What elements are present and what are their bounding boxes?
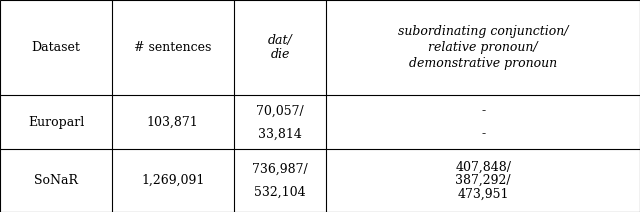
Text: 103,871: 103,871 [147,116,198,129]
Text: 387,292/: 387,292/ [456,174,511,187]
Text: 407,848/: 407,848/ [455,160,511,173]
Text: dat/: dat/ [268,34,292,47]
Text: 736,987/: 736,987/ [252,163,308,176]
Text: -: - [481,104,485,117]
Text: subordinating conjunction/: subordinating conjunction/ [398,25,568,38]
Text: 473,951: 473,951 [458,188,509,201]
Text: die: die [270,48,290,61]
Text: relative pronoun/: relative pronoun/ [428,41,538,54]
Text: # sentences: # sentences [134,41,211,54]
Text: 1,269,091: 1,269,091 [141,174,205,187]
Text: -: - [481,128,485,141]
Text: 532,104: 532,104 [254,186,306,199]
Text: SoNaR: SoNaR [34,174,78,187]
Text: Europarl: Europarl [28,116,84,129]
Text: 70,057/: 70,057/ [256,104,304,117]
Text: 33,814: 33,814 [258,128,302,141]
Text: demonstrative pronoun: demonstrative pronoun [409,57,557,70]
Text: Dataset: Dataset [31,41,81,54]
